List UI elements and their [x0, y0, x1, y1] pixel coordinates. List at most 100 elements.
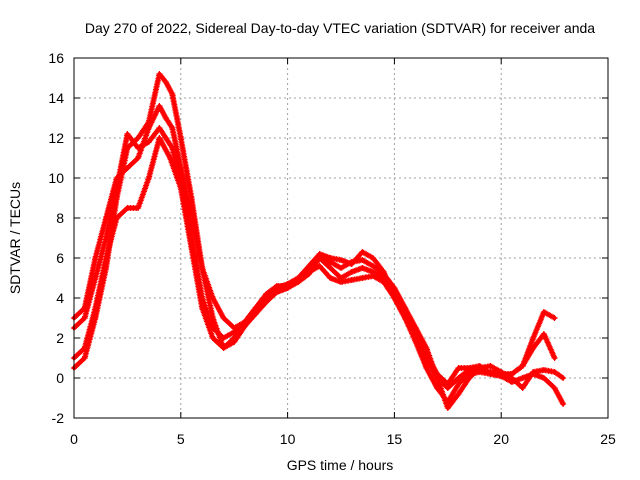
data-point: [81, 315, 88, 321]
y-tick-label: 14: [48, 90, 64, 106]
x-axis-label: GPS time / hours: [287, 457, 394, 473]
data-point: [560, 401, 567, 407]
data-point: [540, 309, 547, 315]
data-point: [156, 103, 163, 109]
y-tick-labels: -2 0 2 4 6 8 10 12 14 16: [48, 50, 64, 426]
x-tick-label: 15: [387, 431, 403, 447]
y-tick-label: 0: [56, 370, 64, 386]
data-point: [199, 265, 206, 271]
plot-frame: [73, 57, 609, 419]
data-point: [466, 365, 473, 371]
data-point: [338, 275, 344, 281]
y-tick-label: 12: [48, 130, 64, 146]
data-point: [145, 139, 152, 145]
data-point: [156, 135, 163, 141]
data-point: [530, 369, 537, 375]
data-point: [540, 375, 547, 381]
data-point: [444, 381, 451, 387]
data-point: [162, 115, 169, 121]
data-point: [551, 315, 558, 321]
data-point: [519, 375, 526, 381]
data-point: [359, 257, 366, 263]
axis-ticks: [73, 57, 609, 419]
data-point: [135, 155, 142, 161]
data-point: [348, 269, 355, 275]
data-point: [263, 299, 270, 305]
data-point: [444, 405, 451, 411]
data-point: [508, 371, 515, 377]
data-point: [145, 175, 152, 181]
y-tick-label: 2: [56, 330, 64, 346]
data-point: [231, 339, 238, 345]
data-point: [370, 255, 376, 261]
data-point: [199, 305, 206, 311]
data-point: [540, 331, 547, 337]
data-point: [273, 289, 280, 295]
data-point: [103, 265, 109, 271]
data-point: [455, 381, 462, 387]
data-point: [135, 205, 142, 211]
data-point: [162, 79, 169, 85]
data-point: [370, 269, 376, 275]
data-point: [135, 135, 142, 141]
data-point: [316, 263, 323, 269]
data-point: [540, 367, 547, 373]
y-tick-label: 10: [48, 170, 64, 186]
data-point: [327, 255, 334, 261]
data-point: [81, 355, 88, 361]
data-point: [209, 335, 216, 341]
data-point: [124, 205, 131, 211]
data-point: [124, 131, 131, 137]
data-point: [423, 351, 430, 357]
data-point: [156, 71, 163, 77]
data-point: [306, 271, 312, 277]
data-point: [92, 255, 99, 261]
data-point: [455, 365, 462, 371]
data-point: [348, 261, 355, 267]
data-point: [162, 135, 169, 141]
data-point: [551, 355, 558, 361]
data-point: [380, 269, 387, 275]
data-point: [434, 371, 441, 377]
data-point: [177, 185, 184, 191]
data-point: [348, 277, 355, 283]
data-point: [156, 125, 163, 131]
data-point: [402, 305, 409, 311]
data-point: [519, 385, 526, 391]
data-point: [220, 315, 227, 321]
data-series: [71, 71, 567, 411]
data-point: [295, 275, 302, 281]
y-tick-label: 6: [56, 250, 64, 266]
data-point: [412, 325, 419, 331]
y-tick-label: 8: [56, 210, 64, 226]
data-point: [519, 363, 526, 369]
x-tick-label: 0: [70, 431, 78, 447]
x-tick-labels: 0 5 10 15 20 25: [70, 431, 616, 447]
data-point: [188, 195, 195, 201]
data-point: [466, 375, 473, 381]
y-axis-label: SDTVAR / TECUs: [7, 182, 23, 294]
data-point: [370, 263, 376, 269]
data-point: [327, 275, 334, 281]
data-point: [167, 155, 174, 161]
data-point: [560, 375, 567, 381]
data-point: [124, 145, 131, 151]
data-point: [338, 265, 344, 271]
data-point: [177, 135, 184, 141]
data-point: [551, 369, 558, 375]
data-point: [241, 323, 248, 329]
data-point: [188, 245, 195, 251]
data-point: [145, 119, 152, 125]
data-point: [359, 265, 366, 271]
data-point: [359, 249, 366, 255]
x-tick-label: 5: [177, 431, 185, 447]
chart-title: Day 270 of 2022, Sidereal Day-to-day VTE…: [85, 20, 595, 36]
y-tick-label: 4: [56, 290, 64, 306]
data-point: [359, 275, 366, 281]
data-point: [306, 263, 312, 269]
y-tick-label: 16: [48, 50, 64, 66]
data-point: [252, 311, 259, 317]
data-point: [498, 373, 505, 379]
data-point: [316, 251, 323, 257]
